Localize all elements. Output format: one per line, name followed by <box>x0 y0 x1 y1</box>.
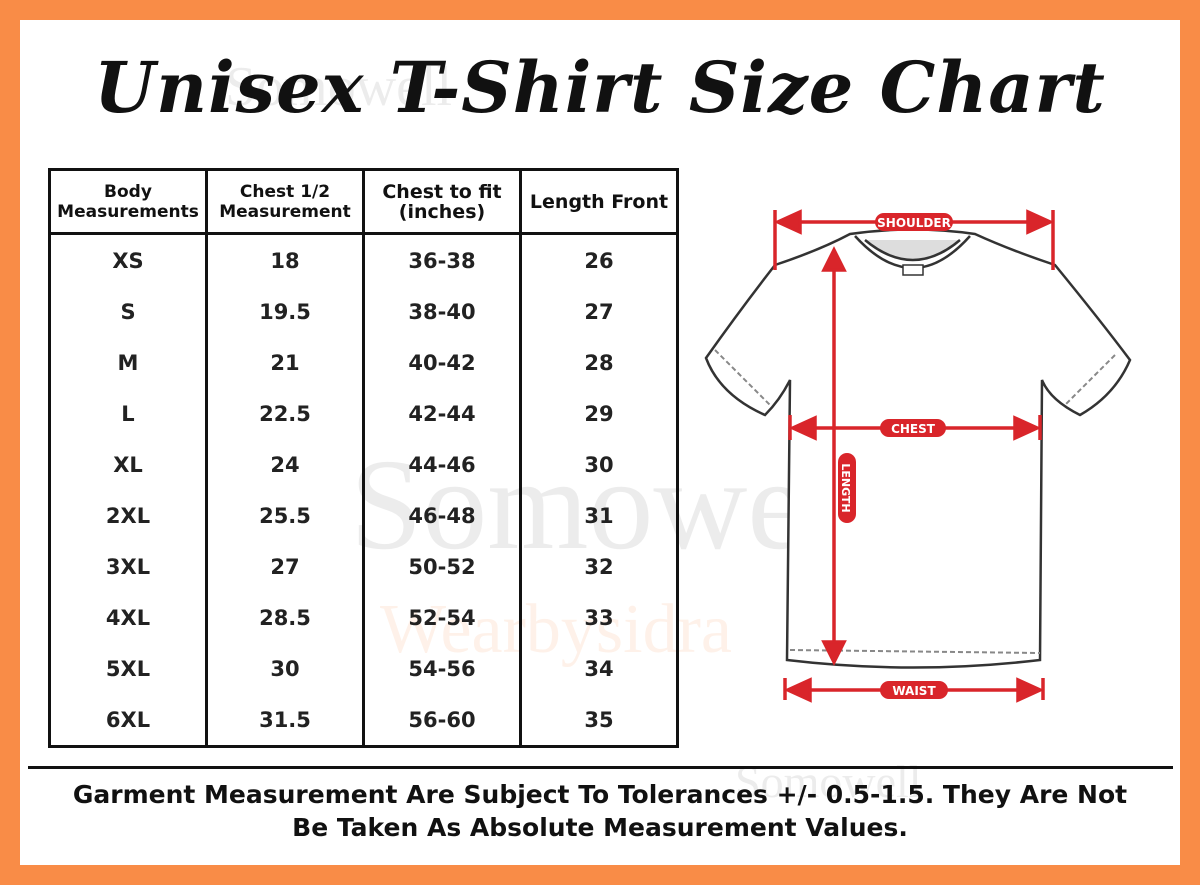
table-cell: 26 <box>519 233 679 286</box>
header-length: Length Front <box>519 168 679 235</box>
size-table: Body Measurements Chest 1/2 Measurement … <box>48 168 679 748</box>
header-body: Body Measurements <box>48 168 208 235</box>
label-shoulder: SHOULDER <box>877 216 951 230</box>
header-chest-fit: Chest to fit (inches) <box>362 168 522 235</box>
table-row: M 21 40-42 28 <box>48 337 679 388</box>
table-cell: 38-40 <box>362 286 522 337</box>
table-cell: 33 <box>519 592 679 643</box>
page-title: Unisex T-Shirt Size Chart <box>94 46 1106 129</box>
label-length: LENGTH <box>839 463 852 512</box>
table-cell: 52-54 <box>362 592 522 643</box>
table-cell: 19.5 <box>205 286 365 337</box>
table-cell: 6XL <box>48 694 208 748</box>
table-row: S 19.5 38-40 27 <box>48 286 679 337</box>
table-cell: 30 <box>205 643 365 694</box>
table-cell: 29 <box>519 388 679 439</box>
table-cell: 27 <box>519 286 679 337</box>
table-cell: XL <box>48 439 208 490</box>
table-cell: 54-56 <box>362 643 522 694</box>
label-waist: WAIST <box>892 684 936 698</box>
table-cell: S <box>48 286 208 337</box>
table-cell: 4XL <box>48 592 208 643</box>
header-chest-half: Chest 1/2 Measurement <box>205 168 365 235</box>
table-cell: 35 <box>519 694 679 748</box>
table-cell: 46-48 <box>362 490 522 541</box>
table-cell: M <box>48 337 208 388</box>
table-cell: XS <box>48 233 208 286</box>
footer-divider <box>28 766 1173 769</box>
table-row: XL 24 44-46 30 <box>48 439 679 490</box>
table-cell: 2XL <box>48 490 208 541</box>
table-row: 3XL 27 50-52 32 <box>48 541 679 592</box>
table-cell: 42-44 <box>362 388 522 439</box>
table-row: 2XL 25.5 46-48 31 <box>48 490 679 541</box>
table-row: L 22.5 42-44 29 <box>48 388 679 439</box>
table-row: 4XL 28.5 52-54 33 <box>48 592 679 643</box>
table-cell: 28.5 <box>205 592 365 643</box>
footer-line-1: Garment Measurement Are Subject To Toler… <box>72 780 1128 809</box>
table-cell: 25.5 <box>205 490 365 541</box>
table-cell: 34 <box>519 643 679 694</box>
table-cell: 36-38 <box>362 233 522 286</box>
table-cell: 18 <box>205 233 365 286</box>
table-cell: 56-60 <box>362 694 522 748</box>
footer-line-2: Be Taken As Absolute Measurement Values. <box>292 813 908 842</box>
table-cell: 32 <box>519 541 679 592</box>
table-cell: 44-46 <box>362 439 522 490</box>
table-cell: 30 <box>519 439 679 490</box>
table-cell: 3XL <box>48 541 208 592</box>
table-cell: 40-42 <box>362 337 522 388</box>
table-cell: 28 <box>519 337 679 388</box>
table-row: 5XL 30 54-56 34 <box>48 643 679 694</box>
table-row: 6XL 31.5 56-60 35 <box>48 694 679 748</box>
table-row: XS 18 36-38 26 <box>48 233 679 286</box>
table-cell: 5XL <box>48 643 208 694</box>
label-chest: CHEST <box>891 422 936 436</box>
tshirt-icon <box>704 228 1132 669</box>
table-cell: 31 <box>519 490 679 541</box>
table-cell: 27 <box>205 541 365 592</box>
table-cell: 21 <box>205 337 365 388</box>
table-cell: L <box>48 388 208 439</box>
table-cell: 31.5 <box>205 694 365 748</box>
table-cell: 24 <box>205 439 365 490</box>
table-cell: 22.5 <box>205 388 365 439</box>
table-cell: 50-52 <box>362 541 522 592</box>
